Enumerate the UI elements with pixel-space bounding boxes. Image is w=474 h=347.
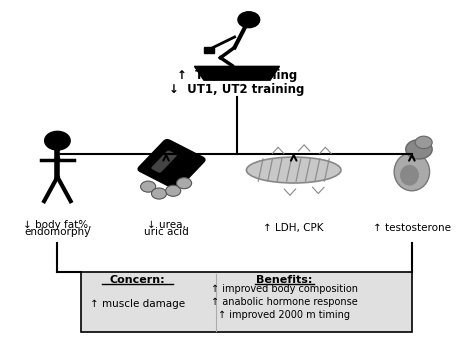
Text: ↓ body fat%,: ↓ body fat%, [23, 220, 91, 230]
FancyBboxPatch shape [151, 151, 177, 173]
Ellipse shape [394, 153, 429, 191]
FancyBboxPatch shape [81, 272, 412, 332]
Circle shape [165, 185, 181, 196]
Text: ↓ urea,: ↓ urea, [146, 220, 185, 230]
Circle shape [45, 131, 70, 150]
Ellipse shape [246, 157, 341, 183]
Text: ↑ improved 2000 m timing: ↑ improved 2000 m timing [218, 310, 350, 320]
Bar [204, 47, 214, 52]
Circle shape [176, 178, 191, 189]
Text: ↑ testosterone: ↑ testosterone [373, 223, 451, 234]
FancyBboxPatch shape [138, 140, 205, 189]
Text: ↑ anabolic hormone response: ↑ anabolic hormone response [211, 297, 358, 307]
Circle shape [141, 181, 156, 192]
Text: ↑ improved body composition: ↑ improved body composition [211, 283, 358, 294]
Text: ↑  TR, AN training: ↑ TR, AN training [177, 69, 297, 82]
Circle shape [415, 136, 432, 149]
Circle shape [238, 12, 260, 28]
Polygon shape [194, 66, 280, 80]
Circle shape [406, 139, 432, 159]
Text: ↑ LDH, CPK: ↑ LDH, CPK [264, 223, 324, 234]
Ellipse shape [400, 165, 419, 186]
Text: Benefits:: Benefits: [256, 274, 312, 285]
Text: uric acid: uric acid [144, 227, 189, 237]
Text: Concern:: Concern: [110, 274, 165, 285]
Text: ↓  UT1, UT2 training: ↓ UT1, UT2 training [169, 83, 305, 96]
Circle shape [152, 188, 166, 199]
Text: endomorphy: endomorphy [24, 227, 91, 237]
Text: ↑ muscle damage: ↑ muscle damage [90, 299, 185, 309]
